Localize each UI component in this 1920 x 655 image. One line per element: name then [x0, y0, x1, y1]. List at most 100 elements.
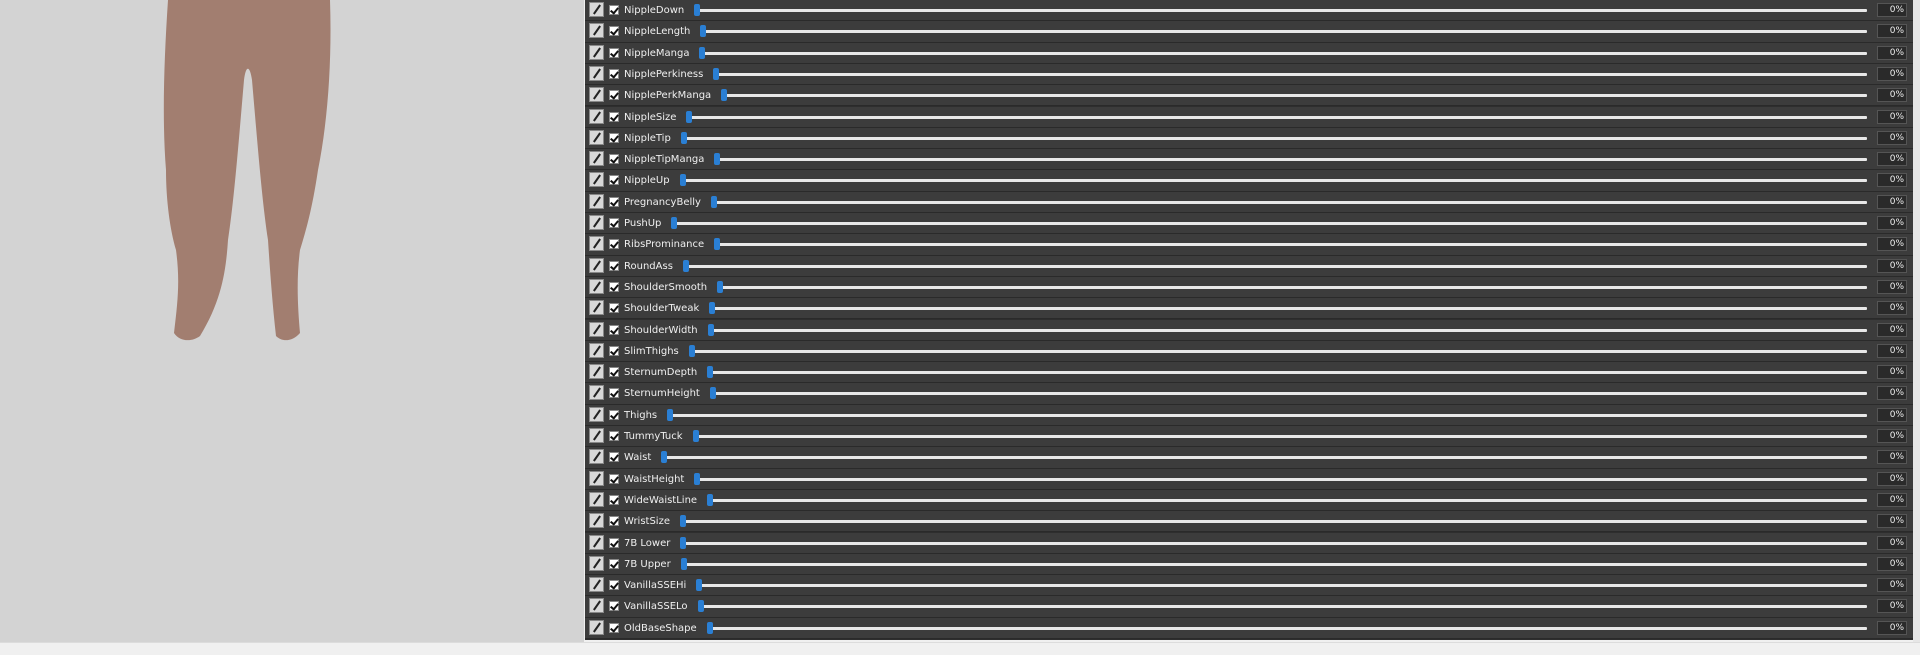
slider-checkbox[interactable] — [609, 239, 619, 250]
edit-button[interactable] — [589, 513, 604, 529]
slider-track[interactable] — [686, 110, 1867, 123]
edit-button[interactable] — [589, 236, 604, 252]
slider-checkbox[interactable] — [609, 324, 619, 335]
edit-button[interactable] — [589, 364, 604, 380]
value-field[interactable]: 0% — [1877, 471, 1907, 486]
slider-handle[interactable] — [699, 46, 706, 59]
slider-checkbox[interactable] — [609, 196, 619, 207]
edit-button[interactable] — [589, 406, 604, 422]
slider-checkbox[interactable] — [609, 367, 619, 378]
value-field[interactable]: 0% — [1877, 535, 1907, 550]
slider-handle[interactable] — [697, 600, 704, 613]
slider-track[interactable] — [721, 89, 1867, 102]
slider-checkbox[interactable] — [609, 388, 619, 399]
slider-handle[interactable] — [671, 217, 678, 229]
slider-track[interactable] — [682, 259, 1867, 272]
edit-button[interactable] — [589, 577, 604, 593]
value-field[interactable]: 0% — [1877, 492, 1907, 507]
slider-handle[interactable] — [714, 153, 721, 166]
value-field[interactable]: 0% — [1877, 24, 1907, 39]
value-field[interactable]: 0% — [1877, 365, 1907, 380]
edit-button[interactable] — [589, 321, 604, 337]
slider-handle[interactable] — [707, 366, 714, 379]
slider-checkbox[interactable] — [609, 516, 619, 527]
edit-button[interactable] — [589, 342, 604, 358]
slider-handle[interactable] — [721, 89, 728, 102]
slider-track[interactable] — [680, 557, 1867, 570]
edit-button[interactable] — [589, 87, 604, 103]
slider-checkbox[interactable] — [609, 132, 619, 143]
edit-button[interactable] — [589, 151, 604, 167]
slider-handle[interactable] — [709, 387, 716, 400]
slider-track[interactable] — [671, 217, 1867, 229]
slider-handle[interactable] — [717, 280, 724, 293]
slider-track[interactable] — [707, 493, 1867, 506]
slider-checkbox[interactable] — [609, 431, 619, 441]
slider-checkbox[interactable] — [609, 175, 619, 186]
value-field[interactable]: 0% — [1877, 599, 1907, 614]
scrollbar[interactable] — [1913, 0, 1920, 642]
slider-handle[interactable] — [707, 493, 714, 506]
value-field[interactable]: 0% — [1877, 279, 1907, 294]
slider-checkbox[interactable] — [609, 558, 619, 569]
slider-checkbox[interactable] — [609, 90, 619, 101]
value-field[interactable]: 0% — [1877, 88, 1907, 103]
value-field[interactable]: 0% — [1877, 237, 1907, 252]
slider-handle[interactable] — [694, 472, 701, 485]
value-field[interactable]: 0% — [1877, 578, 1907, 593]
slider-checkbox[interactable] — [609, 303, 619, 314]
edit-button[interactable] — [589, 300, 604, 316]
value-field[interactable]: 0% — [1877, 322, 1907, 337]
slider-handle[interactable] — [680, 131, 687, 144]
value-field[interactable]: 0% — [1877, 130, 1907, 145]
slider-handle[interactable] — [661, 451, 668, 464]
edit-button[interactable] — [589, 108, 604, 124]
slider-track[interactable] — [667, 408, 1867, 421]
slider-checkbox[interactable] — [609, 111, 619, 122]
slider-track[interactable] — [680, 536, 1867, 549]
value-field[interactable]: 0% — [1877, 386, 1907, 401]
slider-track[interactable] — [661, 451, 1867, 464]
slider-handle[interactable] — [679, 515, 686, 528]
slider-handle[interactable] — [710, 195, 717, 208]
slider-handle[interactable] — [667, 408, 674, 421]
value-field[interactable]: 0% — [1877, 620, 1907, 635]
edit-button[interactable] — [589, 428, 604, 443]
slider-track[interactable] — [679, 515, 1867, 528]
slider-track[interactable] — [706, 621, 1867, 634]
value-field[interactable]: 0% — [1877, 216, 1907, 230]
slider-track[interactable] — [696, 579, 1867, 592]
slider-handle[interactable] — [680, 557, 687, 570]
value-field[interactable]: 0% — [1877, 45, 1907, 60]
value-field[interactable]: 0% — [1877, 3, 1907, 17]
slider-handle[interactable] — [707, 323, 714, 336]
edit-button[interactable] — [589, 23, 604, 39]
slider-handle[interactable] — [692, 430, 699, 442]
value-field[interactable]: 0% — [1877, 109, 1907, 124]
slider-checkbox[interactable] — [609, 154, 619, 165]
slider-checkbox[interactable] — [609, 537, 619, 548]
slider-track[interactable] — [688, 344, 1867, 357]
slider-checkbox[interactable] — [609, 26, 619, 37]
value-field[interactable]: 0% — [1877, 301, 1907, 316]
slider-handle[interactable] — [709, 302, 716, 315]
slider-checkbox[interactable] — [609, 68, 619, 79]
edit-button[interactable] — [589, 215, 604, 230]
slider-track[interactable] — [707, 323, 1867, 336]
edit-button[interactable] — [589, 491, 604, 507]
slider-track[interactable] — [694, 472, 1867, 485]
slider-track[interactable] — [694, 4, 1867, 16]
slider-checkbox[interactable] — [609, 260, 619, 271]
slider-handle[interactable] — [696, 579, 703, 592]
edit-button[interactable] — [589, 2, 604, 17]
slider-track[interactable] — [679, 174, 1867, 187]
slider-handle[interactable] — [713, 67, 720, 80]
value-field[interactable]: 0% — [1877, 514, 1907, 529]
edit-button[interactable] — [589, 44, 604, 60]
value-field[interactable]: 0% — [1877, 429, 1907, 443]
slider-handle[interactable] — [688, 344, 695, 357]
slider-track[interactable] — [699, 46, 1867, 59]
value-field[interactable]: 0% — [1877, 407, 1907, 422]
slider-checkbox[interactable] — [609, 580, 619, 591]
slider-track[interactable] — [680, 131, 1867, 144]
